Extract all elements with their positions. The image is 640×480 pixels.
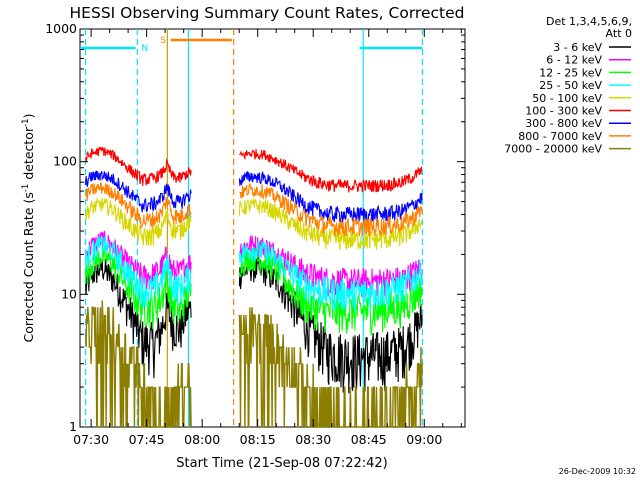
y-tick-label: 100 <box>53 154 77 169</box>
y-tick-label: 10 <box>61 286 77 301</box>
legend-label: 25 - 50 keV <box>539 79 602 92</box>
legend-label: 800 - 7000 keV <box>518 130 602 143</box>
y-axis-ticks: 1 10 100 1000 <box>45 21 465 434</box>
y-axis-label-main: Corrected Count Rate (s <box>21 192 36 342</box>
y-axis-label-sup2: -1 <box>21 118 31 126</box>
y-tick-label: 1 <box>69 419 77 434</box>
legend-label: 12 - 25 keV <box>539 66 602 79</box>
series-line <box>85 170 423 224</box>
y-axis-label-end: ) <box>21 114 36 119</box>
flag-label: N <box>141 44 148 54</box>
x-tick-label: 07:30 <box>73 432 109 447</box>
y-axis-label: Corrected Count Rate (s-1 detector-1) <box>21 114 36 343</box>
x-tick-label: 09:00 <box>406 432 442 447</box>
x-axis-ticks: 07:30 07:45 08:00 08:15 08:30 08:45 09:00 <box>73 29 462 447</box>
legend-label: 6 - 12 keV <box>546 54 602 67</box>
chart-title: HESSI Observing Summary Count Rates, Cor… <box>70 4 465 22</box>
x-tick-label: 08:45 <box>351 432 387 447</box>
series-line <box>84 300 423 428</box>
x-axis-label: Start Time (21-Sep-08 07:22:42) <box>176 456 387 471</box>
legend-label: 300 - 800 keV <box>525 117 602 130</box>
series-lines <box>84 146 423 428</box>
legend-label: 50 - 100 keV <box>532 92 602 105</box>
y-axis-label-sup1: -1 <box>21 184 31 192</box>
legend-label: 100 - 300 keV <box>525 105 602 118</box>
legend-header-1: Det 1,3,4,5,6,9, <box>546 15 632 28</box>
x-tick-label: 08:30 <box>295 432 331 447</box>
y-axis-label-mid: detector <box>21 126 36 184</box>
legend-label: 3 - 6 keV <box>553 41 602 54</box>
legend-label: 7000 - 20000 keV <box>504 143 602 156</box>
footer-timestamp: 26-Dec-2009 10:32 <box>559 467 636 476</box>
flag-label: S <box>160 36 166 46</box>
x-tick-label: 08:15 <box>240 432 276 447</box>
y-tick-label: 1000 <box>45 21 77 36</box>
series-line <box>85 197 423 251</box>
observing-flags: NS <box>80 36 423 54</box>
series-line <box>85 181 423 237</box>
x-tick-label: 07:45 <box>129 432 165 447</box>
series-line <box>85 235 423 313</box>
x-tick-label: 08:00 <box>184 432 220 447</box>
legend-header-2: Att 0 <box>606 27 632 40</box>
series-line <box>85 146 423 193</box>
